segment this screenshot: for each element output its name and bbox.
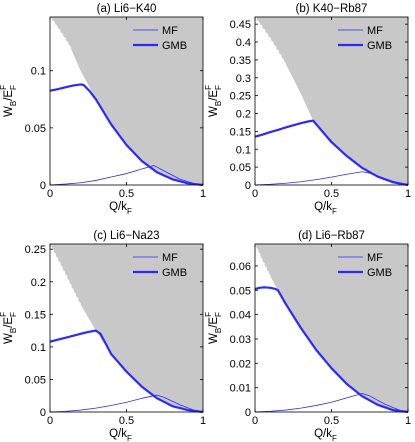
x-tick-label: 1 [200,415,206,427]
y-tick-label: 0.25 [25,244,46,256]
y-tick-label: 0.05 [230,285,251,297]
legend-label-mf: MF [162,252,178,264]
chart-title: (d) Li6−Rb87 [298,230,365,242]
x-tick-label: 0.5 [119,188,134,200]
y-axis-label: WB/EFF [0,312,18,344]
chart-panel-1: 0 0.5 1 0 0.05 0.1 (a) Li6−K40 Q/kF WB/EFF MF GMB [0,3,206,216]
y-tick-label: 0 [245,407,251,419]
y-tick-label: 0.35 [230,55,251,67]
chart-panel-4: 0 0.5 1 0 0.01 0.02 0.03 0.04 0.05 0.06 (d) Li6−Rb… [204,230,411,442]
legend-label-gmb: GMB [367,267,392,279]
y-tick-label: 0.04 [230,310,251,322]
dashed-boundary [254,16,287,64]
y-axis-label: WB/EFF [204,312,223,344]
y-tick-label: 0.25 [230,91,251,103]
x-tick-label: 0.5 [119,415,134,427]
legend: MF GMB [133,25,187,52]
y-tick-label: 0.1 [31,342,46,354]
series-line-mf [49,165,204,186]
series-line-mf [49,394,204,413]
y-tick-label: 0.1 [236,144,251,156]
x-axis-label: Q/kF [109,201,132,216]
legend: MF GMB [133,252,187,279]
chart-title: (a) Li6−K40 [97,3,157,15]
y-tick-label: 0.05 [230,162,251,174]
y-tick-label: 0.1 [31,66,46,78]
y-tick-label: 0.2 [31,277,46,289]
chart-title: (b) K40−Rb87 [296,3,368,15]
series-line-gmb [49,83,204,187]
y-axis-label: WB/EFF [204,85,223,117]
y-tick-label: 0.15 [25,309,46,321]
x-axis-label: Q/kF [109,428,132,442]
chart-title: (c) Li6−Na23 [93,230,159,242]
legend-label-gmb: GMB [367,40,392,52]
x-tick-label: 0 [47,188,53,200]
x-tick-label: 0.5 [324,415,339,427]
legend-label-mf: MF [367,252,383,264]
y-tick-label: 0.45 [230,19,251,31]
y-tick-label: 0.05 [25,123,46,135]
dashed-boundary [49,243,82,305]
chart-panel-3: 0 0.5 1 0 0.05 0.1 0.15 0.2 0.25 (c) Li6−Na23 Q/kF… [0,230,206,442]
x-axis-label: Q/kF [314,428,337,442]
shaded-region [255,244,408,412]
legend-label-mf: MF [162,25,178,37]
x-tick-label: 1 [405,188,411,200]
y-tick-label: 0 [40,407,46,419]
y-tick-label: 0 [245,180,251,192]
x-tick-label: 0 [252,415,258,427]
y-tick-label: 0.3 [236,73,251,85]
y-tick-label: 0.01 [230,383,251,395]
chart-panel-2: 0 0.5 1 0 0.05 0.1 0.15 0.2 0.25 0.3 0.35 0.4 0.45 (b… [204,3,411,216]
y-tick-label: 0.4 [236,37,251,49]
series-line-gmb [254,286,409,414]
y-tick-label: 0 [40,180,46,192]
y-axis-label: WB/EFF [0,85,18,117]
legend-label-gmb: GMB [162,267,187,279]
y-tick-label: 0.06 [230,261,251,273]
y-tick-label: 0.03 [230,334,251,346]
legend: MF GMB [338,25,392,52]
x-tick-label: 0.5 [324,188,339,200]
y-tick-label: 0.02 [230,358,251,370]
shaded-region [255,17,408,185]
x-tick-label: 1 [200,188,206,200]
shaded-region [50,244,203,412]
series-line-gmb [49,329,204,414]
legend: MF GMB [338,252,392,279]
dashed-boundary [49,16,72,49]
legend-label-mf: MF [367,25,383,37]
series-line-gmb [254,119,409,187]
series-line-mf [254,393,409,413]
x-axis-label: Q/kF [314,201,337,216]
y-tick-label: 0.05 [25,374,46,386]
x-tick-label: 0 [47,415,53,427]
x-tick-label: 1 [405,415,411,427]
y-tick-label: 0.2 [236,109,251,121]
x-tick-label: 0 [252,188,258,200]
legend-label-gmb: GMB [162,40,187,52]
dashed-boundary [254,243,271,277]
shaded-region [50,17,203,185]
y-tick-label: 0.15 [230,126,251,138]
